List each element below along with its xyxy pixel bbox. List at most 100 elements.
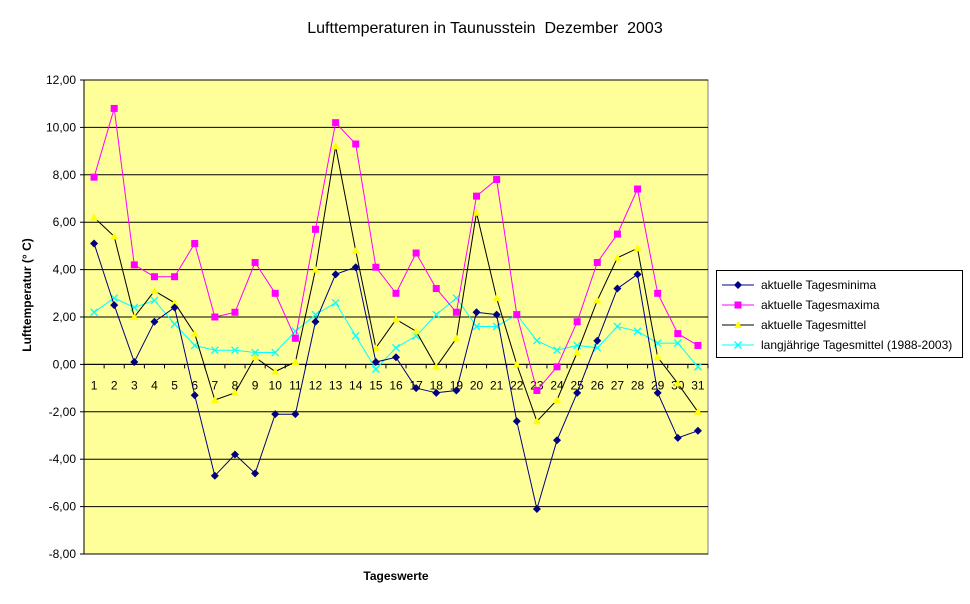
y-tick-label: -2,00 [49, 405, 77, 419]
data-point [372, 263, 380, 271]
data-point [271, 367, 280, 375]
x-tick-label: 5 [171, 378, 178, 392]
data-point [251, 469, 260, 478]
chart-title: Lufttemperaturen in Taunusstein Dezember… [307, 20, 663, 37]
data-point [251, 348, 260, 357]
legend-marker [734, 281, 742, 289]
data-point [673, 433, 682, 442]
y-tick-label: -4,00 [49, 452, 77, 466]
data-point [291, 358, 300, 366]
x-tick-label: 9 [252, 378, 259, 392]
data-point [90, 213, 99, 221]
data-point [190, 329, 199, 337]
data-point [693, 362, 702, 371]
data-point [573, 348, 582, 356]
y-tick-label: 4,00 [53, 263, 77, 277]
data-point [90, 239, 99, 248]
data-point [392, 353, 400, 362]
data-point [251, 258, 259, 266]
x-tick-label: 25 [570, 378, 584, 392]
data-point [512, 417, 521, 426]
data-point [432, 285, 440, 293]
data-point [311, 265, 320, 273]
data-point [331, 270, 340, 279]
data-point [271, 410, 280, 419]
data-point [331, 298, 340, 307]
data-point [251, 353, 260, 361]
data-point [311, 317, 320, 326]
data-point [230, 450, 239, 459]
x-tick-label: 28 [631, 378, 645, 392]
data-point [371, 358, 380, 367]
data-point [210, 395, 219, 403]
legend-marker [734, 301, 742, 309]
data-point [371, 343, 380, 351]
data-point [613, 284, 622, 293]
legend-label: langjährige Tagesmittel (1988-2003) [761, 338, 953, 352]
data-point [694, 341, 702, 349]
data-point [90, 308, 99, 317]
data-point [653, 388, 662, 397]
data-point [654, 289, 662, 297]
x-tick-label: 20 [470, 378, 484, 392]
data-point [634, 185, 642, 193]
data-point [513, 311, 521, 319]
data-point [190, 341, 199, 350]
series-3 [90, 142, 702, 425]
data-point [230, 388, 239, 396]
data-point [150, 296, 159, 305]
x-tick-label: 18 [430, 378, 444, 392]
y-tick-label: 8,00 [53, 168, 77, 182]
data-point [211, 313, 219, 321]
data-point [693, 426, 702, 435]
legend-label: aktuelle Tagesmittel [761, 318, 867, 332]
data-point [210, 471, 219, 480]
data-point [170, 303, 179, 312]
data-point [191, 240, 199, 248]
data-point [472, 208, 481, 216]
data-point [432, 310, 441, 319]
data-point [150, 273, 158, 281]
data-point [493, 176, 501, 184]
data-point [171, 273, 179, 281]
legend-marker [734, 321, 742, 328]
data-point [352, 140, 360, 148]
legend: aktuelle Tagesminima aktuelle Tagesmaxima… [716, 270, 963, 358]
x-axis-title: Tageswerte [363, 569, 429, 583]
data-point [653, 353, 662, 361]
data-point [532, 504, 541, 513]
data-point [190, 391, 199, 400]
x-tick-label: 11 [289, 378, 302, 392]
data-point [432, 362, 441, 370]
data-point [110, 232, 119, 240]
data-point [231, 346, 239, 355]
legend-item: aktuelle Tagesmaxima [717, 295, 962, 315]
x-tick-label: 22 [510, 378, 524, 392]
x-tick-label: 8 [232, 378, 239, 392]
data-point [673, 339, 682, 348]
legend-item: langjährige Tagesmittel (1988-2003) [717, 335, 962, 355]
y-tick-label: 12,00 [46, 73, 76, 87]
data-point [412, 384, 421, 393]
data-point [110, 301, 119, 310]
data-point [392, 289, 400, 297]
x-tick-label: 19 [450, 378, 464, 392]
data-point [110, 294, 119, 302]
y-tick-label: -6,00 [49, 500, 77, 514]
y-axis-ticks: -8,00 -6,00 -4,00 -2,00 0,00 2,00 4,00 6,00 8,00… [46, 73, 84, 561]
data-point [674, 330, 682, 338]
x-tick-label: 29 [651, 378, 665, 392]
data-point [452, 334, 461, 342]
data-point [613, 253, 622, 261]
data-point [130, 358, 139, 367]
data-point [371, 365, 380, 374]
data-point [110, 104, 118, 112]
x-tick-label: 31 [691, 378, 705, 392]
data-point [532, 417, 541, 425]
data-point [150, 286, 159, 294]
data-point [593, 296, 602, 304]
legend-swatch [722, 301, 754, 309]
data-point [291, 334, 299, 342]
x-tick-label: 10 [269, 378, 283, 392]
data-point [392, 343, 400, 352]
